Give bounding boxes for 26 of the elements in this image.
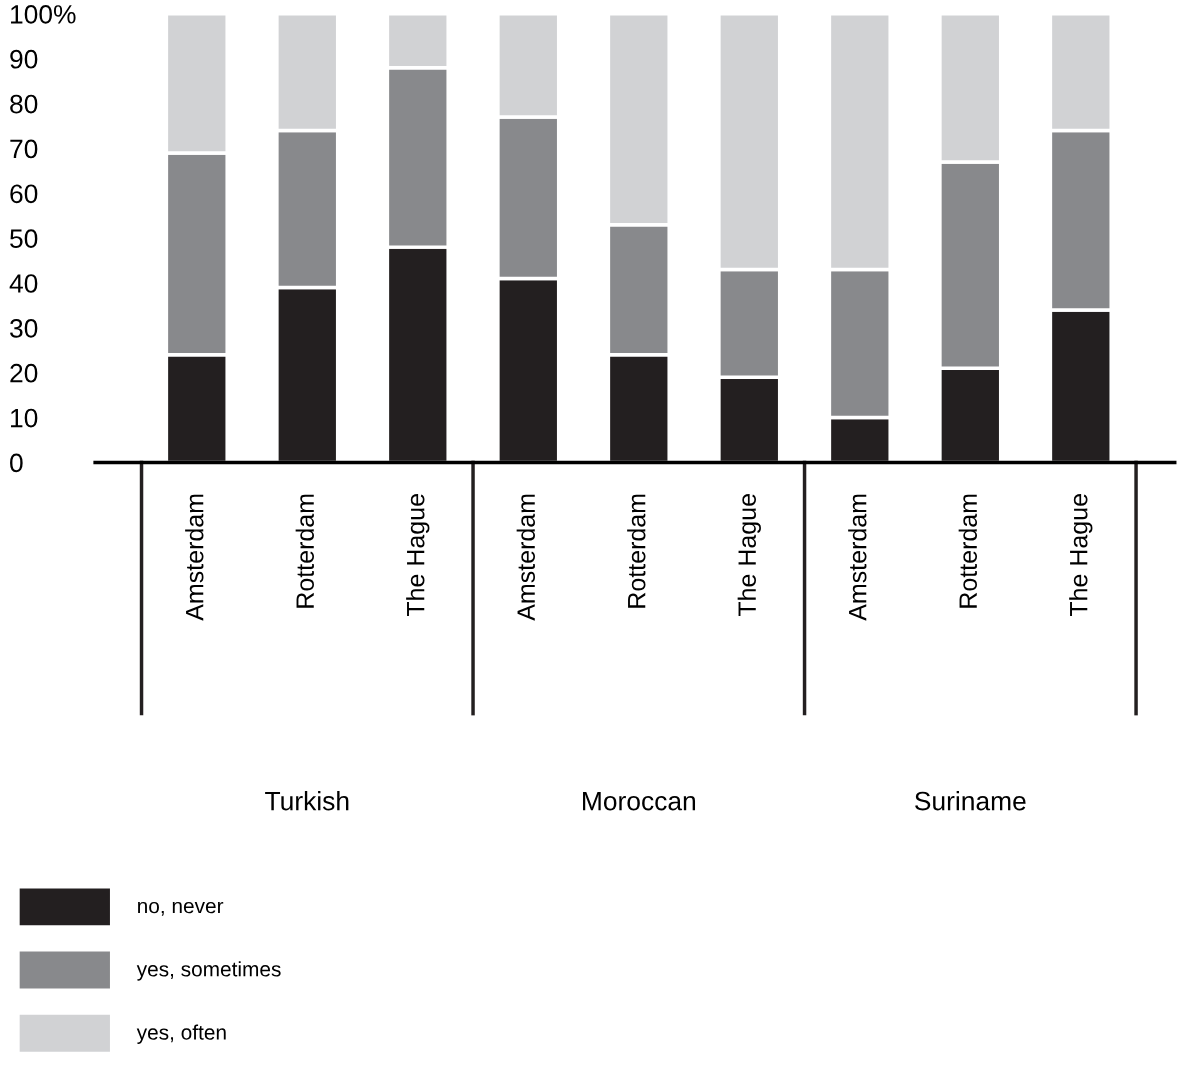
y-tick-label: 100% (11, 5, 76, 24)
y-tick-label: 80 (10, 94, 38, 114)
y-tick-label: 90 (10, 49, 38, 69)
y-tick-label: 70 (10, 139, 38, 159)
text: Moroccan (583, 792, 696, 811)
text: Suriname (915, 791, 1026, 811)
x-tick-label: Amsterdam (516, 494, 535, 621)
legend-label: no, never (138, 901, 224, 916)
y-tick-label: 60 (10, 184, 38, 204)
x-tick-label: Rotterdam (627, 494, 646, 608)
legend-label: yes, often (136, 1024, 226, 1044)
x-tick-label: Amsterdam (185, 494, 204, 621)
y-tick-label: 50 (10, 229, 38, 248)
y-tick-label: 30 (10, 319, 38, 338)
y-tick-label: 20 (10, 363, 38, 383)
x-tick-label: The Hague (1069, 494, 1093, 617)
x-tick-label: Rotterdam (958, 494, 978, 608)
x-tick-label: The Hague (737, 494, 761, 617)
legend-label: yes, sometimes (136, 961, 281, 981)
x-tick-label: The Hague (406, 494, 430, 617)
y-tick-label: 40 (9, 274, 38, 293)
y-tick-label: 0 (10, 453, 23, 473)
y-tick-label: 10 (11, 408, 38, 428)
x-tick-label: Rotterdam (295, 494, 314, 608)
text: Turkish (265, 791, 349, 811)
x-tick-label: Amsterdam (848, 494, 867, 621)
